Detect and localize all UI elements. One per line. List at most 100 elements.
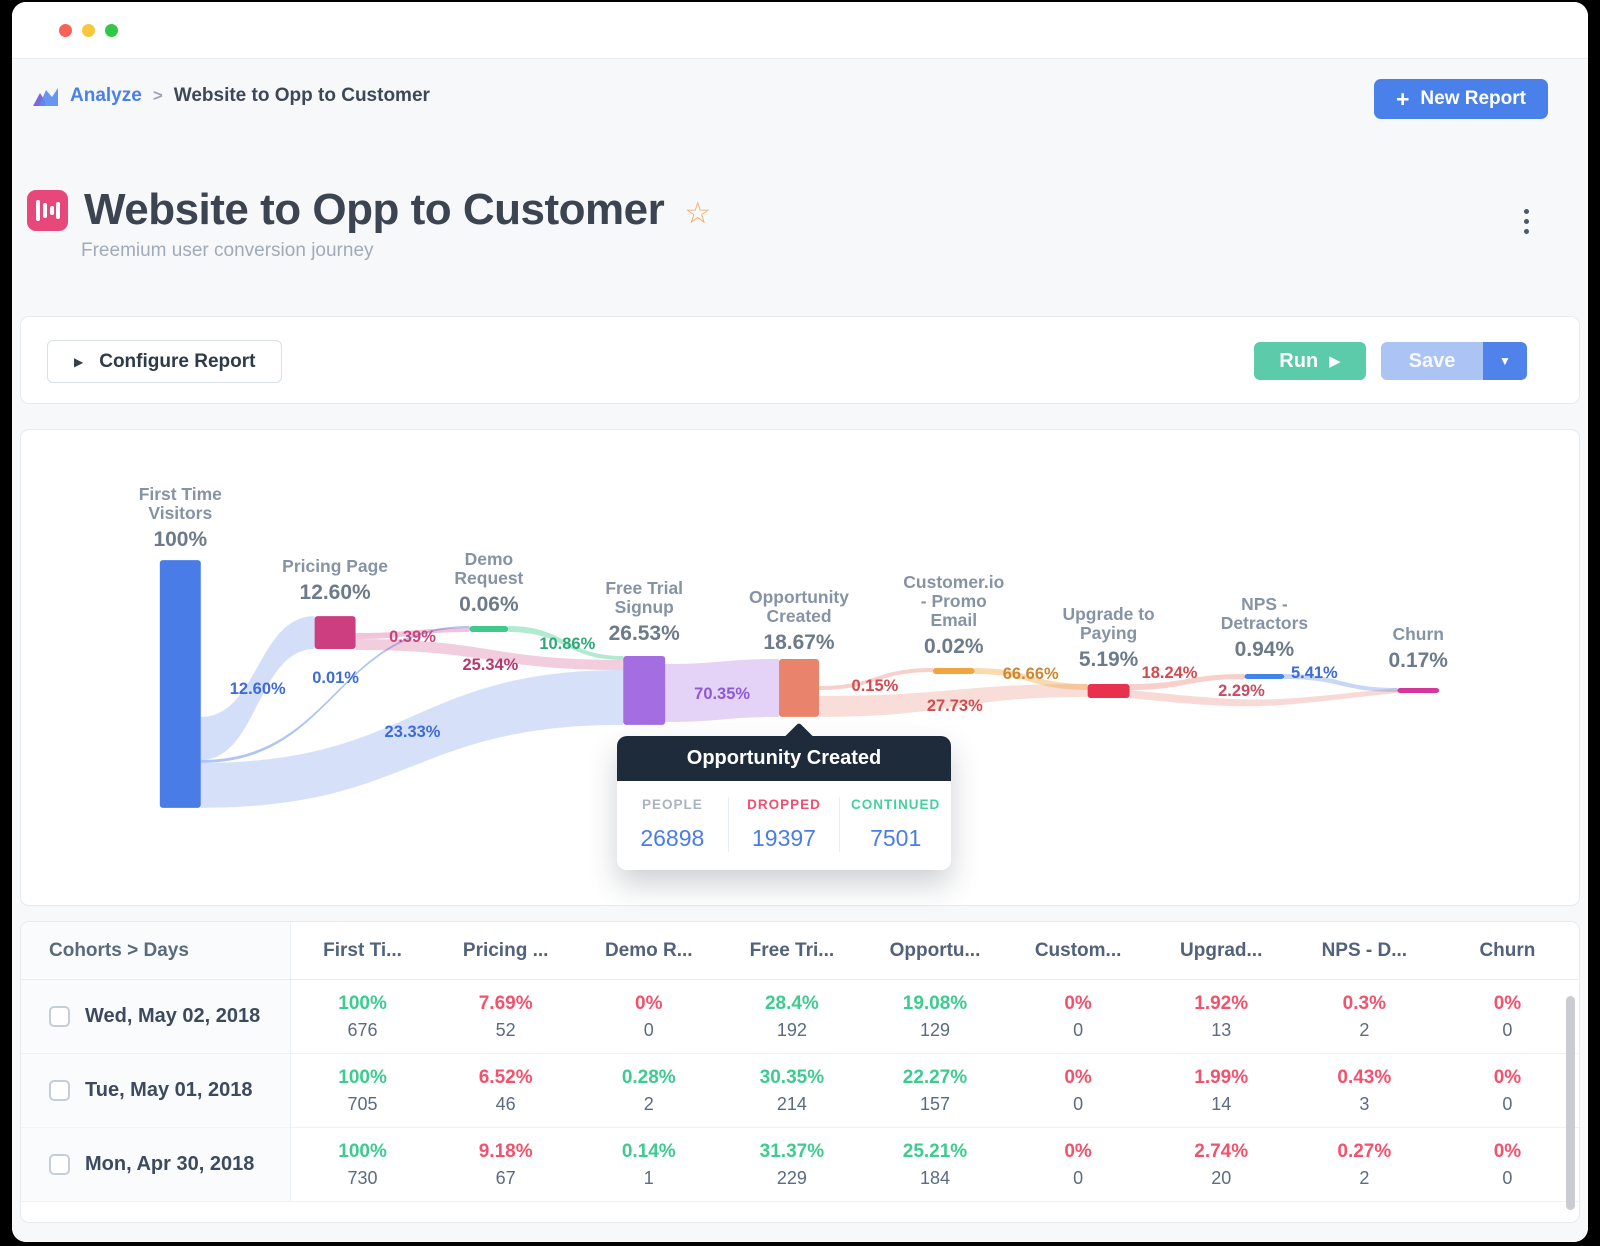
tooltip-stat-dropped: DROPPED 19397: [727, 797, 840, 852]
tooltip-stat-people: PEOPLE 26898: [640, 797, 705, 851]
metric-cell: 0% 0: [635, 992, 663, 1040]
run-button[interactable]: Run ▶: [1254, 342, 1366, 380]
column-header: Churn: [1479, 939, 1536, 961]
node-demo-request[interactable]: [469, 626, 509, 633]
flow-upgrade-to-paying-to-churn[interactable]: [1129, 687, 1398, 707]
cohort-date-label: Tue, May 01, 2018: [85, 1079, 253, 1101]
analyze-icon: [33, 87, 58, 106]
caret-down-icon: ▼: [1499, 354, 1511, 368]
flow-upgrade-to-paying-to-nps-detractors[interactable]: [1129, 673, 1245, 690]
sankey-chart: First Time Visitors 100% Pricing Page 12.60%…: [139, 484, 1448, 808]
metric-cell: 7.69% 52: [478, 992, 533, 1040]
node-churn[interactable]: [1397, 687, 1440, 693]
node-upgrade-to-paying[interactable]: [1087, 683, 1130, 698]
maximize-window-button[interactable]: [105, 23, 118, 37]
flow-percent-label: 0.15%: [852, 677, 899, 695]
node-label: Opportunity Created: [749, 587, 849, 626]
flow-customer-io-promo-email-to-upgrade-to-paying[interactable]: [974, 667, 1088, 690]
flow-first-time-visitors-to-demo-request[interactable]: [200, 626, 470, 763]
node-opportunity-created[interactable]: [779, 659, 819, 717]
flow-percent-label: 23.33%: [385, 723, 441, 741]
flow-percent-label: 0.39%: [389, 628, 436, 646]
report-type-icon: [27, 189, 68, 231]
node-nps-detractors[interactable]: [1244, 673, 1285, 679]
metric-cell: 1.92% 13: [1194, 992, 1249, 1040]
favorite-star-icon[interactable]: ☆: [684, 196, 712, 230]
table-scrollbar[interactable]: [1566, 996, 1575, 1210]
node-label: Free Trial Signup: [605, 578, 683, 617]
metric-cell: 30.35% 214: [759, 1066, 825, 1114]
cohort-date-label: Wed, May 02, 2018: [85, 1005, 261, 1027]
cohort-label-cell: Mon, Apr 30, 2018: [21, 1128, 291, 1201]
save-split-button: Save ▼: [1381, 342, 1527, 380]
minimize-window-button[interactable]: [82, 23, 95, 37]
node-label: Customer.io - Promo Email: [903, 572, 1004, 630]
journey-chart-card: First Time Visitors 100% Pricing Page 12.60%…: [20, 429, 1580, 906]
plus-icon: +: [1395, 85, 1410, 112]
row-checkbox[interactable]: [49, 1006, 70, 1027]
metric-cell: 9.18% 67: [478, 1140, 533, 1188]
save-button[interactable]: Save: [1381, 342, 1483, 380]
configure-report-button[interactable]: ▶ Configure Report: [47, 340, 283, 383]
node-label: Demo Request: [454, 549, 523, 588]
new-report-button[interactable]: + New Report: [1373, 79, 1548, 119]
flow-pricing-page-to-free-trial-signup[interactable]: [355, 639, 624, 670]
breadcrumb-analyze-link[interactable]: Analyze: [70, 85, 142, 106]
metric-cell: 1.99% 14: [1194, 1066, 1249, 1114]
disclosure-triangle-icon: ▶: [74, 354, 84, 369]
flow-percent-label: 27.73%: [927, 697, 983, 715]
cohorts-table-card: Cohorts > Days First Ti... Pricing ... Dem…: [20, 921, 1580, 1223]
flow-percent-label: 25.34%: [462, 656, 518, 674]
metric-cell: 100% 705: [338, 1066, 387, 1114]
metric-cell: 25.21% 184: [902, 1140, 968, 1188]
save-dropdown-button[interactable]: ▼: [1483, 342, 1527, 380]
node-label: Upgrade to Paying: [1063, 604, 1155, 643]
close-window-button[interactable]: [59, 23, 72, 37]
node-label: First Time Visitors: [139, 484, 222, 523]
metric-cell: 0.43% 3: [1337, 1066, 1392, 1114]
metric-cell: 0% 0: [1064, 1140, 1092, 1188]
table-row: Wed, May 02, 2018 100% 676 7.69% 52 0% 0 28.4% 1…: [21, 980, 1579, 1054]
metric-cell: 100% 676: [338, 992, 387, 1040]
configure-report-label: Configure Report: [99, 350, 256, 372]
report-subtitle: Freemium user conversion journey: [81, 240, 374, 261]
metric-cell: 0% 0: [1064, 1066, 1092, 1114]
app-window: Analyze > Website to Opp to Customer + N…: [12, 2, 1588, 1242]
node-label: Churn: [1392, 624, 1443, 644]
flow-pricing-page-to-demo-request[interactable]: [355, 628, 470, 640]
flow-free-trial-signup-to-opportunity-created[interactable]: [665, 659, 780, 722]
metric-cell: 0% 0: [1064, 992, 1092, 1040]
flow-first-time-visitors-to-pricing-page[interactable]: [200, 616, 315, 760]
flow-opportunity-created-to-upgrade-to-paying[interactable]: [818, 683, 1088, 717]
flow-percent-label: 18.24%: [1142, 664, 1198, 682]
flow-demo-request-to-free-trial-signup[interactable]: [508, 626, 624, 661]
metric-cell: 0.28% 2: [621, 1066, 676, 1114]
node-percent: 100%: [153, 528, 207, 551]
row-checkbox[interactable]: [49, 1080, 70, 1101]
node-percent: 26.53%: [609, 622, 680, 645]
node-percent: 0.94%: [1235, 638, 1295, 661]
flow-nps-detractors-to-churn[interactable]: [1284, 673, 1398, 692]
node-percent: 18.67%: [763, 631, 834, 654]
node-pricing-page[interactable]: [314, 616, 356, 650]
metric-cell: 0% 0: [1493, 1066, 1522, 1114]
more-options-kebab-menu[interactable]: [1520, 205, 1533, 238]
table-row: Mon, Apr 30, 2018 100% 730 9.18% 67 0.14% 1 31.…: [21, 1128, 1579, 1202]
new-report-label: New Report: [1420, 88, 1526, 109]
node-first-time-visitors[interactable]: [159, 560, 201, 808]
tooltip-title: Opportunity Created: [617, 722, 951, 781]
column-header: Demo R...: [604, 939, 693, 961]
node-customer-io-promo-email[interactable]: [932, 667, 975, 674]
metric-cell: 0.3% 2: [1342, 992, 1386, 1040]
node-percent: 0.17%: [1388, 649, 1448, 672]
row-checkbox[interactable]: [49, 1154, 70, 1175]
column-header: Opportu...: [889, 939, 981, 961]
node-percent: 0.02%: [924, 635, 984, 658]
node-free-trial-signup[interactable]: [623, 656, 666, 725]
column-header: First Ti...: [323, 939, 402, 961]
flow-percent-label: 5.41%: [1291, 664, 1338, 682]
node-percent: 5.19%: [1079, 648, 1139, 671]
flow-first-time-visitors-to-free-trial-signup[interactable]: [200, 669, 624, 808]
flow-opportunity-created-to-customer-io-promo-email[interactable]: [818, 667, 933, 690]
cohort-date-label: Mon, Apr 30, 2018: [85, 1153, 255, 1175]
